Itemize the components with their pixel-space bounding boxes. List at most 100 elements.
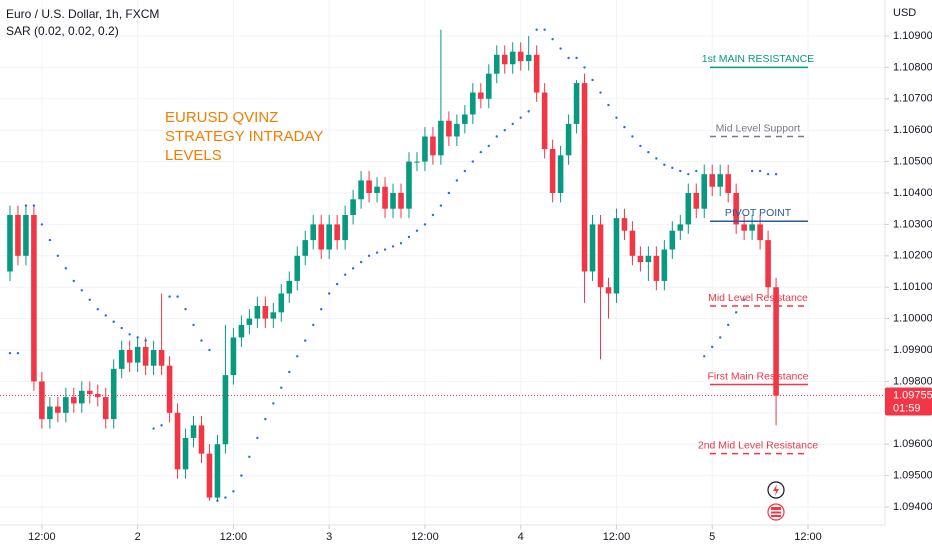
last-price-tag (885, 387, 932, 416)
candle-body (238, 324, 245, 338)
sar-dot (288, 370, 291, 374)
sar-dot (359, 260, 363, 264)
candle-body (7, 214, 13, 272)
y-tick-label: 1.10300 (893, 218, 932, 230)
candle-body (517, 51, 524, 62)
sar-dot (679, 169, 682, 173)
sar-dot (487, 144, 490, 148)
sar-dot (335, 282, 339, 286)
sar-dot (503, 129, 506, 132)
annotation-text: EURUSD QVINZ (165, 109, 278, 126)
sar-dot (16, 351, 20, 355)
candle-body (134, 346, 141, 363)
candle-body (206, 453, 213, 498)
sar-dot (312, 323, 315, 327)
sar-dot (639, 144, 642, 148)
candle-body (749, 224, 755, 231)
candle-body (214, 444, 221, 498)
sar-dot (415, 229, 419, 232)
sar-dot (615, 116, 618, 119)
sar-dot (463, 169, 467, 173)
y-tick-label: 1.10600 (893, 124, 932, 136)
candle-body (118, 350, 125, 369)
sar-dot (766, 172, 770, 176)
candle-body (174, 412, 181, 470)
sar-dot (8, 351, 12, 355)
sar-dot (439, 204, 443, 207)
sar-dot (200, 339, 203, 342)
candle-body (653, 255, 660, 281)
candle-body (63, 397, 69, 413)
candle-body (55, 406, 61, 413)
sar-dot (543, 28, 546, 31)
sar-dot (136, 336, 139, 339)
candle-body (15, 214, 21, 256)
candle-body (470, 92, 476, 115)
candle-body (485, 73, 492, 99)
sar-dot (734, 311, 738, 314)
y-tick-label: 1.10900 (893, 30, 932, 42)
x-tick-label: 12:00 (603, 531, 631, 543)
y-tick-label: 1.09600 (893, 438, 932, 450)
candle-body (693, 193, 700, 209)
sar-dot (184, 307, 187, 311)
candle-body (677, 224, 684, 231)
candle-body (509, 51, 516, 65)
sar-dot (479, 150, 483, 154)
y-tick-label: 1.10200 (893, 250, 932, 262)
sar-dot (304, 339, 307, 342)
candle-body (422, 136, 428, 162)
candle-body (701, 174, 708, 209)
y-tick-label: 1.09900 (893, 344, 932, 356)
sar-dot (264, 417, 267, 421)
sar-dot (240, 474, 243, 477)
candle-body (23, 214, 29, 256)
y-tick-label: 1.10500 (893, 156, 932, 168)
level-label: PIVOT POINT (725, 207, 792, 219)
x-tick-label: 5 (709, 531, 715, 543)
sar-dot (583, 66, 586, 69)
sar-dot (750, 169, 754, 173)
y-tick-label: 1.10400 (893, 187, 932, 199)
x-tick-label: 12:00 (220, 531, 248, 543)
candle-body (158, 350, 165, 366)
candle-body (478, 92, 484, 99)
candle-body (645, 255, 652, 263)
sar-dot (327, 292, 331, 295)
candle-body (414, 161, 420, 163)
x-tick-label: 2 (135, 531, 141, 543)
candle-body (398, 193, 404, 209)
sar-dot (256, 436, 259, 440)
candle-body (230, 337, 237, 376)
sar-dot (24, 204, 28, 207)
x-tick-label: 12:00 (28, 531, 56, 543)
y-tick-label: 1.09400 (893, 501, 932, 513)
y-tick-label: 1.10000 (893, 313, 932, 325)
sar-dot (575, 56, 578, 60)
sar-dot (104, 314, 107, 317)
event-flag-stripe (771, 510, 781, 512)
last-price-label: 1.09755 (893, 389, 932, 401)
candle-body (430, 136, 436, 156)
marks: 1st MAIN RESISTANCE Mid Level Support PIVO… (0, 28, 885, 502)
sar-dot (80, 289, 83, 292)
sar-dot (72, 279, 76, 283)
candle-body (254, 306, 261, 319)
candle-body (294, 255, 301, 281)
y-tick-label: 1.10800 (893, 61, 932, 73)
y-tick-label: 1.09800 (893, 375, 932, 387)
candle-body (366, 180, 372, 194)
level-label: Mid Level Support (716, 122, 801, 134)
candle-body (454, 123, 460, 137)
candle-body (270, 312, 277, 319)
candle-body (406, 161, 412, 209)
candle-body (597, 224, 604, 288)
sar-dot (695, 169, 698, 173)
x-tick-label: 12:00 (411, 531, 439, 543)
candle-body (286, 280, 293, 294)
candle-body (302, 240, 309, 256)
candle-body (190, 425, 197, 438)
candle-body (557, 155, 564, 194)
